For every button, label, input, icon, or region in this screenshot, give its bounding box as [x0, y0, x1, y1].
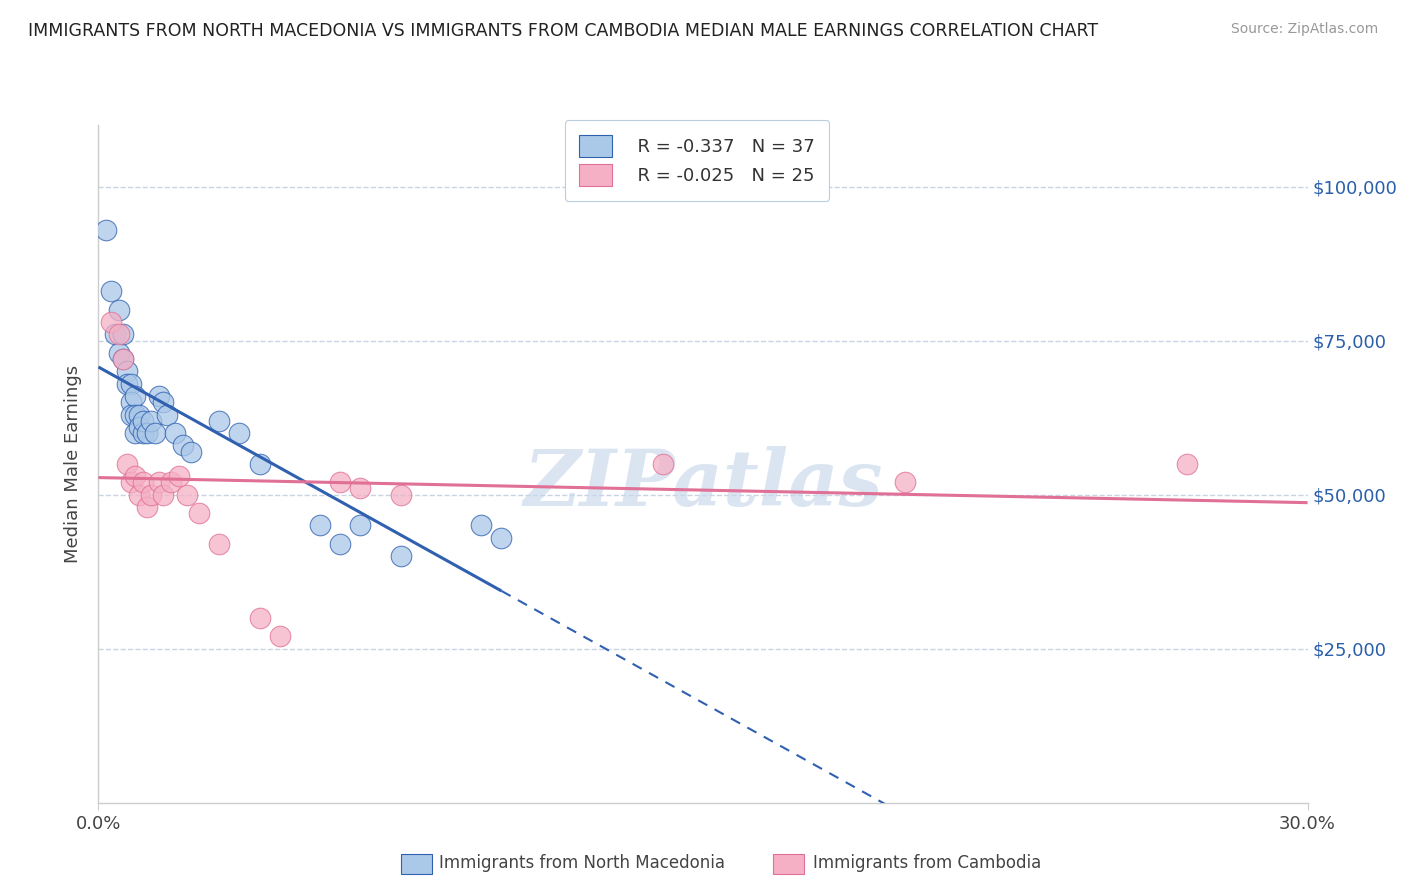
- Y-axis label: Median Male Earnings: Median Male Earnings: [65, 365, 83, 563]
- Point: [148, 475, 170, 490]
- Point: [148, 389, 170, 403]
- Point: [107, 302, 129, 317]
- Point: [124, 469, 146, 483]
- Point: [111, 352, 134, 367]
- Point: [156, 408, 179, 422]
- Point: [120, 395, 142, 409]
- Point: [651, 457, 673, 471]
- Point: [107, 346, 129, 360]
- Point: [143, 425, 166, 440]
- Point: [329, 475, 352, 490]
- Point: [115, 457, 138, 471]
- Point: [167, 469, 190, 483]
- Point: [120, 376, 142, 391]
- Point: [124, 408, 146, 422]
- Point: [111, 352, 134, 367]
- Point: [188, 506, 211, 520]
- Point: [349, 518, 371, 533]
- Point: [124, 389, 146, 403]
- Point: [96, 222, 118, 236]
- Point: [139, 488, 162, 502]
- Point: [249, 457, 271, 471]
- Point: [249, 611, 271, 625]
- Text: Immigrants from Cambodia: Immigrants from Cambodia: [813, 855, 1040, 872]
- Point: [135, 500, 157, 514]
- Point: [160, 475, 183, 490]
- Point: [124, 425, 146, 440]
- Point: [228, 425, 250, 440]
- Text: ZIPatlas: ZIPatlas: [523, 446, 883, 523]
- Point: [103, 327, 125, 342]
- Point: [132, 475, 155, 490]
- Point: [176, 488, 198, 502]
- Point: [128, 420, 150, 434]
- Point: [208, 414, 231, 428]
- Point: [115, 376, 138, 391]
- Point: [309, 518, 332, 533]
- Point: [470, 518, 492, 533]
- Point: [132, 425, 155, 440]
- Point: [349, 482, 371, 496]
- Point: [389, 488, 412, 502]
- Point: [120, 408, 142, 422]
- Point: [208, 537, 231, 551]
- Point: [389, 549, 412, 564]
- Point: [152, 488, 174, 502]
- Text: IMMIGRANTS FROM NORTH MACEDONIA VS IMMIGRANTS FROM CAMBODIA MEDIAN MALE EARNINGS: IMMIGRANTS FROM NORTH MACEDONIA VS IMMIG…: [28, 22, 1098, 40]
- Point: [163, 425, 186, 440]
- Point: [893, 475, 915, 490]
- Point: [152, 395, 174, 409]
- Point: [128, 488, 150, 502]
- Point: [100, 285, 122, 299]
- Point: [172, 438, 194, 452]
- Point: [111, 327, 134, 342]
- Point: [115, 364, 138, 378]
- Point: [269, 629, 291, 643]
- Point: [132, 414, 155, 428]
- Point: [1175, 457, 1198, 471]
- Legend:   R = -0.337   N = 37,   R = -0.025   N = 25: R = -0.337 N = 37, R = -0.025 N = 25: [565, 120, 830, 201]
- Point: [180, 444, 202, 458]
- Point: [120, 475, 142, 490]
- Point: [139, 414, 162, 428]
- Text: Source: ZipAtlas.com: Source: ZipAtlas.com: [1230, 22, 1378, 37]
- Point: [135, 425, 157, 440]
- Point: [329, 537, 352, 551]
- Point: [491, 531, 513, 545]
- Point: [128, 408, 150, 422]
- Text: Immigrants from North Macedonia: Immigrants from North Macedonia: [439, 855, 724, 872]
- Point: [100, 315, 122, 329]
- Point: [107, 327, 129, 342]
